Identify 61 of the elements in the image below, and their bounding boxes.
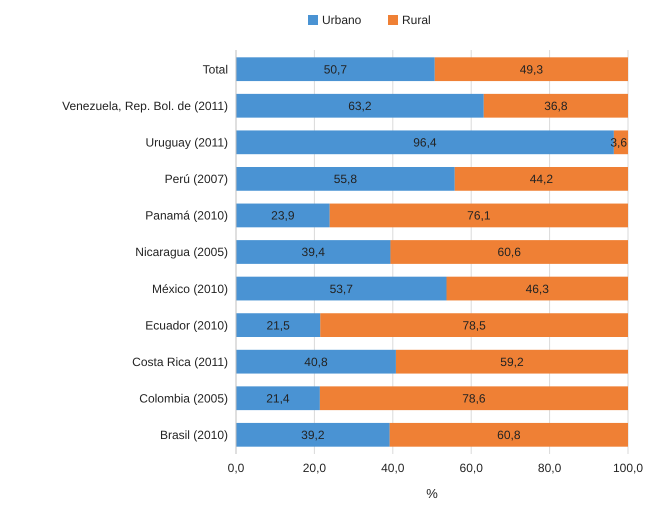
y-tick-label: Venezuela, Rep. Bol. de (2011) (62, 98, 228, 113)
x-tick-label: 20,0 (302, 461, 326, 475)
legend-label: Urbano (322, 13, 362, 27)
text: 78,6 (462, 391, 486, 406)
text: 23,9 (271, 208, 295, 223)
bar (320, 313, 628, 338)
text: 76,1 (467, 208, 491, 223)
text: 53,7 (330, 282, 353, 296)
y-tick-label: Total (202, 62, 228, 76)
y-tick-label: Panamá (2010) (145, 208, 228, 223)
text: 44,2 (530, 172, 554, 186)
bar (236, 240, 390, 264)
x-tick-label: 0,0 (228, 461, 245, 475)
bar (236, 350, 396, 374)
text: 49,3 (520, 62, 544, 76)
text: 21,5 (266, 318, 290, 332)
y-tick-label: México (2010) (152, 282, 228, 296)
text: 96,4 (413, 136, 437, 150)
bar (396, 350, 628, 374)
y-tick-label: Brasil (2010) (160, 428, 228, 442)
y-tick-label: Uruguay (2011) (146, 136, 228, 150)
x-tick-label: 100,0 (612, 461, 644, 475)
text: 46,3 (526, 282, 549, 296)
bar (434, 57, 628, 82)
text: 55,8 (334, 172, 358, 186)
y-tick-label: Costa Rica (2011) (132, 354, 228, 369)
text: 63,2 (348, 98, 372, 113)
bar (484, 94, 628, 118)
text: 50,7 (324, 62, 348, 76)
bar (236, 276, 447, 300)
text: 60,8 (497, 428, 521, 442)
text: 40,8 (304, 354, 328, 369)
x-tick-label: 80,0 (538, 461, 562, 475)
x-tick-label: 60,0 (460, 461, 484, 475)
text: 39,2 (301, 428, 325, 442)
y-tick-label: Perú (2007) (164, 172, 228, 186)
bar (330, 204, 628, 228)
y-tick-label: Colombia (2005) (139, 391, 228, 406)
text: 36,8 (544, 98, 568, 113)
bar (446, 276, 628, 300)
bar (236, 386, 320, 410)
bar (236, 422, 390, 447)
bar (236, 57, 435, 82)
bar (454, 166, 628, 191)
bar (236, 94, 484, 118)
text: 78,5 (462, 318, 486, 332)
text: 60,6 (498, 245, 521, 260)
text: 39,4 (302, 245, 325, 260)
text: 59,2 (500, 354, 524, 369)
x-tick-label: 40,0 (381, 461, 405, 475)
legend-label: Rural (402, 13, 431, 27)
bar (236, 166, 455, 191)
bar (236, 204, 330, 228)
y-tick-label: Ecuador (2010) (145, 318, 228, 332)
bar (390, 240, 628, 264)
x-axis-title: % (426, 486, 438, 501)
bar (390, 422, 628, 447)
y-tick-label: Nicaragua (2005) (135, 245, 228, 260)
bar (236, 313, 320, 338)
text: 21,4 (266, 391, 290, 406)
bar (320, 386, 628, 410)
